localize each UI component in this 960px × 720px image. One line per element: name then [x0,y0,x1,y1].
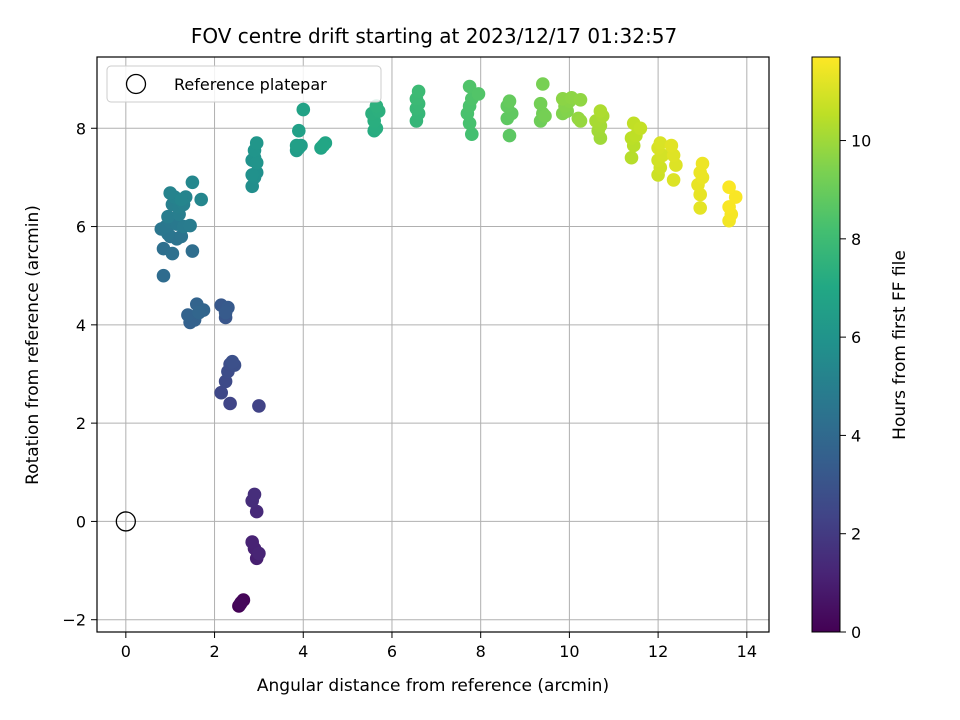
data-point [223,396,237,411]
data-point [633,121,648,136]
data-point [538,109,552,123]
x-axis-ticks: 0 2 4 6 8 10 12 14 [121,632,757,661]
legend-marker-open-circle [125,73,147,95]
colorbar [811,56,841,633]
data-point [156,268,171,283]
x-tick-label: 10 [559,642,579,661]
data-point [465,127,479,141]
x-axis-label: Angular distance from reference (arcmin) [257,676,609,696]
data-point [653,136,668,150]
x-tick-label: 8 [476,642,486,661]
data-point [664,138,679,153]
y-axis-label: Rotation from reference (arcmin) [23,205,43,485]
data-point [225,354,240,369]
colorbar-tick-label: 4 [851,426,861,445]
data-point [252,546,266,561]
x-tick-label: 4 [298,642,308,661]
y-tick-label: 2 [76,414,86,433]
data-point [165,246,180,261]
data-point [185,175,200,190]
colorbar-tick-label: 2 [851,525,861,544]
legend: Reference platepar [106,65,382,103]
data-point [462,79,477,94]
data-point [666,173,681,187]
data-point [292,123,306,138]
y-axis-ticks: −2 0 2 4 6 8 [62,119,97,630]
data-point [624,150,639,165]
y-tick-label: 0 [76,512,86,531]
data-point [502,94,517,108]
data-point [249,155,264,170]
legend-entry: Reference platepar [174,75,327,94]
data-point [536,77,550,91]
data-point [369,99,384,113]
data-point [245,535,259,549]
y-tick-label: 6 [76,218,86,237]
grid [97,57,769,632]
legend-box [106,65,382,103]
data-point [163,186,177,200]
colorbar-tick-label: 8 [851,230,861,249]
y-tick-label: −2 [62,611,86,630]
data-point [252,399,266,413]
y-tick-label: 4 [76,316,86,335]
data-point [316,138,331,153]
data-point [593,104,608,118]
plot-frame [96,56,770,633]
x-tick-label: 14 [737,642,757,661]
colorbar-label: Hours from first FF file [890,250,910,440]
x-tick-label: 12 [648,642,668,661]
data-point [471,87,486,101]
colorbar-tick-label: 6 [851,328,861,347]
data-point [233,597,248,611]
data-point [722,200,736,214]
data-point [693,201,707,215]
x-tick-label: 0 [121,642,131,661]
data-point [296,102,311,117]
data-point [533,96,548,111]
data-point [245,168,259,182]
data-point [695,156,710,171]
colorbar-tick-label: 10 [851,132,871,151]
data-point [411,84,426,99]
data-point [573,93,588,107]
reference-platepar-marker [115,511,136,532]
data-points [154,77,743,613]
data-point [249,504,264,519]
data-point [218,305,233,320]
data-point [181,308,195,322]
data-point [192,305,206,320]
x-tick-label: 6 [387,642,397,661]
chart-title: FOV centre drift starting at 2023/12/17 … [191,24,677,48]
data-point [247,487,262,502]
data-point [722,180,736,194]
data-point [728,190,743,204]
data-point [194,192,208,207]
data-point [573,114,588,128]
data-point [502,128,517,143]
data-point [185,244,200,258]
y-tick-label: 8 [76,119,86,138]
data-point [161,209,175,224]
colorbar-ticks: 0 2 4 6 8 10 [840,132,871,642]
data-point [174,192,189,207]
data-point [249,136,264,150]
x-tick-label: 2 [209,642,219,661]
data-point [183,218,197,233]
reference-marker [115,511,136,532]
colorbar-tick-label: 0 [851,623,861,642]
data-point [289,138,304,153]
data-point [214,385,228,400]
